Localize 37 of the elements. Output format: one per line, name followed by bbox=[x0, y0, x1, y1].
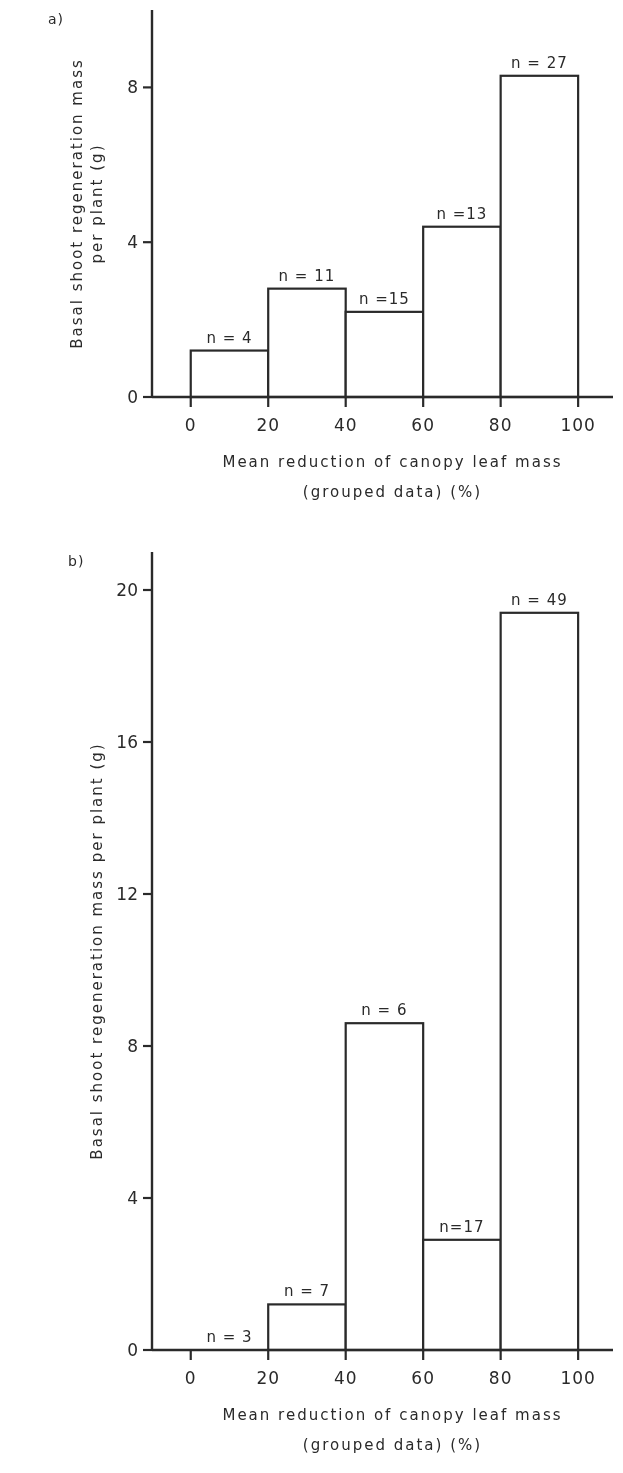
y-tick-label: 4 bbox=[127, 232, 138, 253]
x-tick-label: 20 bbox=[256, 1368, 281, 1388]
y-axis-title: Basal shoot regeneration mass per plant (g) bbox=[68, 58, 106, 349]
annotation: n=17 bbox=[439, 1217, 485, 1236]
x-tick-label: 80 bbox=[488, 415, 513, 435]
chart-title: b) bbox=[68, 553, 85, 569]
annotation: n = 4 bbox=[206, 328, 253, 347]
x-tick-label: 0 bbox=[184, 415, 197, 435]
y-tick-label: 12 bbox=[116, 883, 138, 904]
y-tick-label: 8 bbox=[127, 77, 138, 98]
annotation: n = 3 bbox=[206, 1328, 253, 1346]
x-tick-label: 0 bbox=[184, 1368, 197, 1388]
x-tick-label: 60 bbox=[411, 415, 435, 435]
y-tick-label: 8 bbox=[127, 1035, 138, 1056]
x-tick-label: 60 bbox=[411, 1368, 435, 1388]
x-tick-label: 20 bbox=[256, 415, 281, 435]
y-axis-title: Basal shoot regeneration mass per plant (g) bbox=[88, 742, 106, 1160]
y-tick-label: 16 bbox=[116, 731, 138, 752]
x-tick-label: 40 bbox=[333, 1368, 358, 1388]
x-axis-title: Mean reduction of canopy leaf mass (grouped data) (%) bbox=[222, 1406, 563, 1454]
y-tick-label: 0 bbox=[127, 1339, 138, 1360]
annotation: n = 11 bbox=[278, 266, 336, 285]
y-tick-label: 0 bbox=[127, 386, 138, 407]
annotation: n = 49 bbox=[511, 590, 568, 609]
x-tick-label: 100 bbox=[560, 1368, 596, 1388]
x-tick-label: 100 bbox=[560, 415, 596, 435]
annotation: n =13 bbox=[436, 204, 488, 223]
x-axis-title: Mean reduction of canopy leaf mass (grouped data) (%) bbox=[222, 453, 563, 501]
annotation: n =15 bbox=[358, 289, 410, 308]
y-tick-label: 20 bbox=[116, 579, 138, 600]
y-tick-label: 4 bbox=[127, 1187, 138, 1208]
x-tick-label: 40 bbox=[333, 415, 358, 435]
annotation: n = 6 bbox=[361, 1001, 408, 1020]
x-tick-label: 80 bbox=[488, 1368, 513, 1388]
chart-title: a) bbox=[48, 11, 65, 27]
annotation: n = 27 bbox=[511, 53, 568, 72]
annotation: n = 7 bbox=[283, 1282, 331, 1301]
